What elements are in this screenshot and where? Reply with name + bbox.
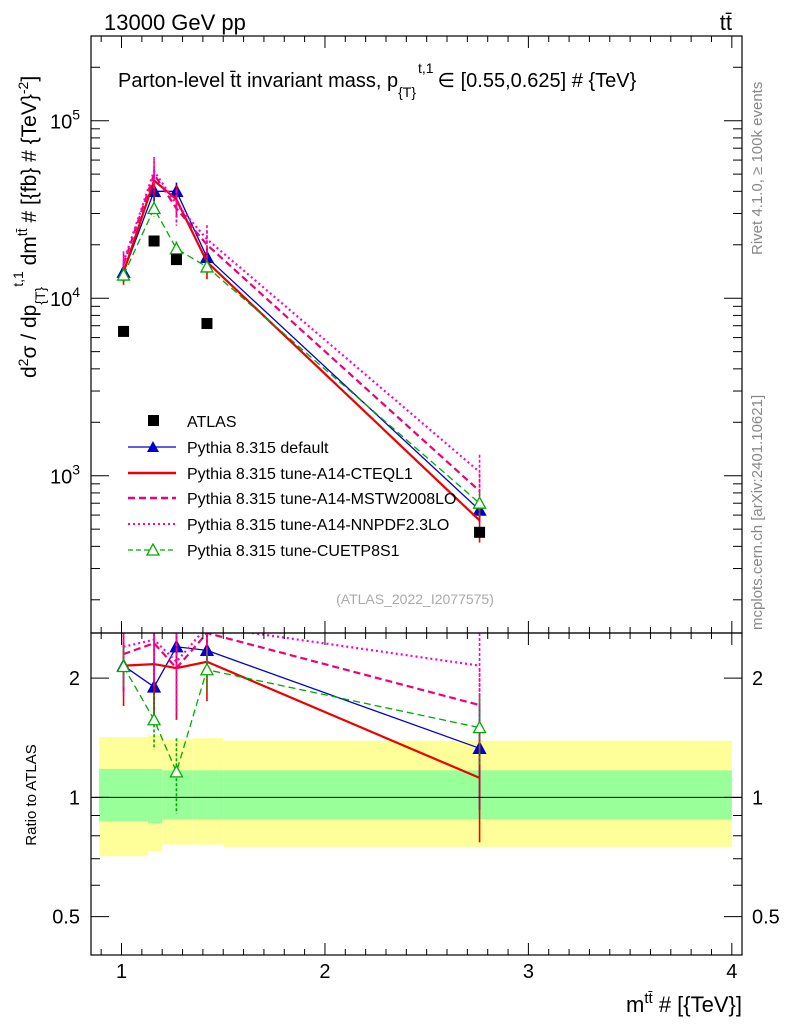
series-marker-ratio [199, 662, 215, 676]
y-tick-label: 105 [50, 107, 80, 134]
x-tick-label: 1 [116, 961, 127, 983]
ratio-y-tick-label-right: 1 [752, 787, 763, 809]
series-marker-ratio [472, 720, 487, 734]
ratio-y-tick-label: 2 [69, 668, 80, 690]
inner-uncertainty-band [147, 768, 163, 824]
title-main: Parton-level t̄t invariant mass, p [118, 70, 398, 92]
ratio-y-tick-label: 1 [69, 787, 80, 809]
ratio-panel: 0.5 0.5 1 1 2 2 Ratio to ATLAS [23, 632, 780, 956]
x-tick-label: 3 [523, 961, 534, 983]
ratio-frame [90, 632, 743, 956]
ylabel-sigma: σ / dp [18, 305, 41, 359]
x-tick-label: 4 [726, 961, 737, 983]
x-axis-label: mtt̄ # [{TeV}] [626, 990, 742, 1017]
uncertainty-bands [99, 735, 732, 857]
legend-label-cteql1: Pythia 8.315 tune-A14-CTEQL1 [187, 466, 413, 483]
inner-uncertainty-band [162, 770, 193, 820]
analysis-watermark: (ATLAS_2022_I2077575) [336, 591, 494, 607]
legend-marker-default [147, 441, 159, 452]
series-line-main [122, 168, 481, 473]
x-tick-label: 2 [319, 961, 330, 983]
ratio-y-axis-label: Ratio to ATLAS [23, 744, 40, 845]
ylabel-dm: dm [18, 236, 41, 271]
y-axis-label: d2σ / dp{T} t,1 dmtt̄ # [{fb} # {TeV}-2] [10, 76, 48, 378]
legend-label-mstw: Pythia 8.315 tune-A14-MSTW2008LO [187, 491, 456, 508]
atlas-data-point [170, 254, 182, 266]
atlas-data-point [201, 318, 213, 330]
ylabel-sup2: 2 [15, 358, 31, 366]
ratio-y-axis: 0.5 0.5 1 1 2 2 [52, 668, 780, 956]
legend-label-cuetp8s1: Pythia 8.315 tune-CUETP8S1 [187, 543, 400, 560]
series-marker-ratio [146, 712, 162, 726]
inner-uncertainty-band [192, 770, 224, 820]
main-y-axis: 103 104 105 [50, 35, 742, 601]
legend-label-atlas: ATLAS [187, 414, 237, 431]
legend-marker-atlas [148, 415, 159, 426]
main-series-group [116, 157, 487, 543]
legend: ATLAS Pythia 8.315 default Pythia 8.315 … [128, 414, 456, 560]
inner-uncertainty-band [99, 768, 148, 822]
atlas-data-point [118, 325, 130, 337]
title-subscript: {T} [398, 84, 416, 100]
atlas-data-point [148, 235, 160, 247]
chart-title: Parton-level t̄t invariant mass, p{T}t,1… [118, 60, 637, 100]
series-marker-main [116, 267, 131, 281]
x-axis: 1 2 3 4 [100, 36, 737, 983]
title-superscript: t,1 [418, 60, 434, 76]
header-process-label: tt̄ [720, 10, 732, 35]
ylabel-sup-t1: t,1 [10, 271, 26, 287]
atlas-data-point [474, 526, 486, 538]
xlabel-sup: tt̄ [644, 990, 653, 1007]
series-line-main [122, 207, 480, 504]
y-tick-label: 103 [50, 462, 80, 489]
legend-marker-cuetp8s1 [145, 542, 161, 556]
series-marker-main [199, 259, 215, 273]
legend-label-default: Pythia 8.315 default [187, 440, 329, 457]
series-line-ratio [123, 633, 480, 667]
series-marker-main [146, 201, 162, 215]
title-rest: ∈ [0.55,0.625] # {TeV} [438, 70, 637, 92]
rivet-version-label: Rivet 4.1.0, ≥ 100k events [749, 82, 766, 255]
series-marker-main [472, 495, 487, 509]
ylabel-sub: {T} [32, 286, 48, 304]
ylabel-units: # [{fb} # {TeV} [18, 94, 41, 228]
ratio-y-tick-label: 0.5 [52, 907, 80, 929]
ylabel-d: d [18, 366, 41, 378]
ratio-y-tick-label-right: 0.5 [752, 907, 780, 929]
ratio-y-tick-label-right: 2 [752, 668, 763, 690]
ylabel-sup-m2: -2 [15, 81, 31, 94]
xlabel-rest: # [{TeV}] [653, 992, 742, 1017]
header-energy-label: 13000 GeV pp [104, 10, 246, 35]
xlabel-m: m [626, 992, 644, 1017]
series-marker-main [169, 241, 184, 255]
mcplots-source-label: mcplots.cern.ch [arXiv:2401.10621] [749, 395, 766, 630]
ylabel-sup-tt: tt̄ [14, 228, 30, 236]
series-line-main [122, 171, 481, 492]
series-marker-ratio [116, 659, 131, 673]
series-marker-ratio [169, 764, 184, 778]
main-panel: 103 104 105 Parton-level t̄t invariant mas… [10, 35, 743, 634]
inner-uncertainty-band [223, 770, 732, 820]
ratio-series-group [116, 633, 487, 843]
y-tick-label: 104 [50, 284, 80, 311]
atlas-data-points [118, 235, 486, 538]
legend-label-nnpdf: Pythia 8.315 tune-A14-NNPDF2.3LO [187, 517, 449, 534]
ylabel-close: ] [18, 76, 41, 82]
